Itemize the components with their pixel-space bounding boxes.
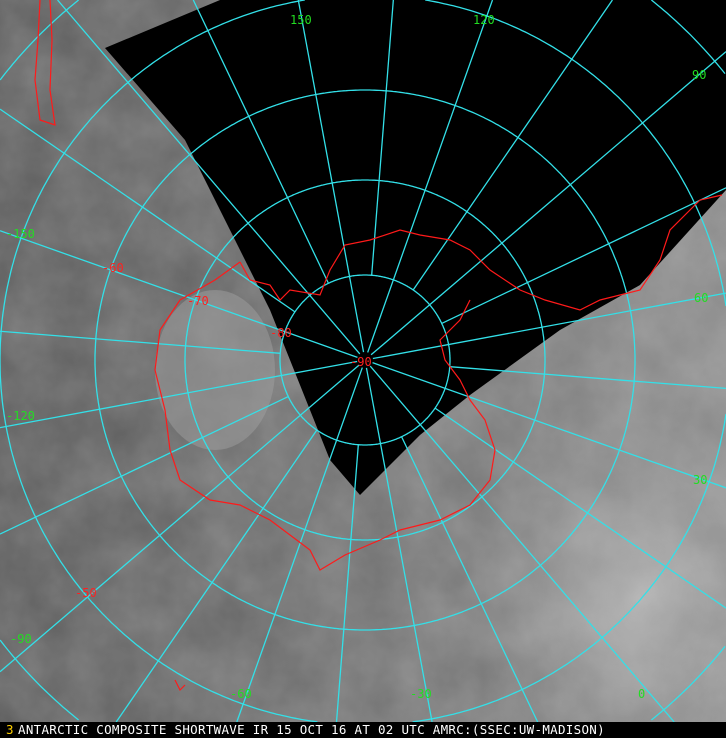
latitude-circle xyxy=(0,0,318,722)
longitude-line xyxy=(0,108,296,313)
longitude-line xyxy=(412,0,613,291)
latitude-circle xyxy=(0,639,80,721)
coastline-east xyxy=(239,194,723,311)
longitude-label: -30 xyxy=(410,687,432,701)
latitude-circle xyxy=(425,0,726,307)
longitude-line xyxy=(0,360,358,429)
longitude-label: 60 xyxy=(694,291,708,305)
longitude-label: 0 xyxy=(638,687,645,701)
latitude-circle xyxy=(650,0,726,75)
latitude-circle xyxy=(279,274,451,446)
longitude-line xyxy=(401,436,539,722)
coastline-west xyxy=(154,261,496,571)
longitude-line xyxy=(371,0,394,276)
longitude-line xyxy=(335,444,359,722)
longitude-line xyxy=(449,366,726,390)
longitude-line xyxy=(370,51,726,356)
longitude-line xyxy=(0,396,289,535)
longitude-label: 30 xyxy=(693,473,707,487)
longitude-label: 150 xyxy=(290,13,312,27)
longitude-line xyxy=(192,0,329,284)
longitude-line xyxy=(236,367,363,722)
latitude-label: -70 xyxy=(187,294,209,308)
longitude-line xyxy=(372,292,726,360)
longitude-label: -90 xyxy=(10,632,32,646)
caption-marker: 3 xyxy=(6,722,14,737)
longitude-line xyxy=(0,330,281,354)
longitude-line xyxy=(441,187,726,324)
caption-bar: 3 ANTARCTIC COMPOSITE SHORTWAVE IR 15 OC… xyxy=(0,722,726,738)
longitude-line xyxy=(0,230,358,358)
longitude-line xyxy=(365,367,433,722)
latitude-circle xyxy=(184,179,546,541)
latitude-circle xyxy=(94,89,636,631)
latitude-label: -50 xyxy=(75,586,97,600)
longitude-line xyxy=(57,0,361,355)
longitude-line xyxy=(434,407,726,609)
longitude-line xyxy=(369,365,675,722)
latitude-circle xyxy=(0,0,80,81)
image-caption: ANTARCTIC COMPOSITE SHORTWAVE IR 15 OCT … xyxy=(18,722,605,737)
longitude-line xyxy=(297,0,365,353)
longitude-label: 120 xyxy=(473,13,495,27)
latitude-label: -90 xyxy=(350,355,372,369)
longitude-line xyxy=(115,429,318,722)
longitude-label: -60 xyxy=(230,687,252,701)
latitude-circle xyxy=(650,645,726,721)
longitude-line xyxy=(0,364,360,673)
latitude-label: -60 xyxy=(102,261,124,275)
longitude-label: -120 xyxy=(6,409,35,423)
ice-shelf-bright xyxy=(155,290,275,450)
longitude-label: 90 xyxy=(692,68,706,82)
coastline-island xyxy=(174,679,186,692)
no-data-region xyxy=(105,0,726,495)
latitude-label: -80 xyxy=(270,326,292,340)
longitude-line xyxy=(367,0,494,353)
latitude-circle xyxy=(412,413,726,722)
coastline-new-zealand xyxy=(34,0,56,126)
longitude-line xyxy=(372,362,726,489)
polar-map-canvas: 150 120 90 60 30 0 -30 -60 -90 -120 -150 -90 -80 -70 -… xyxy=(0,0,726,722)
longitude-label: -150 xyxy=(6,227,35,241)
